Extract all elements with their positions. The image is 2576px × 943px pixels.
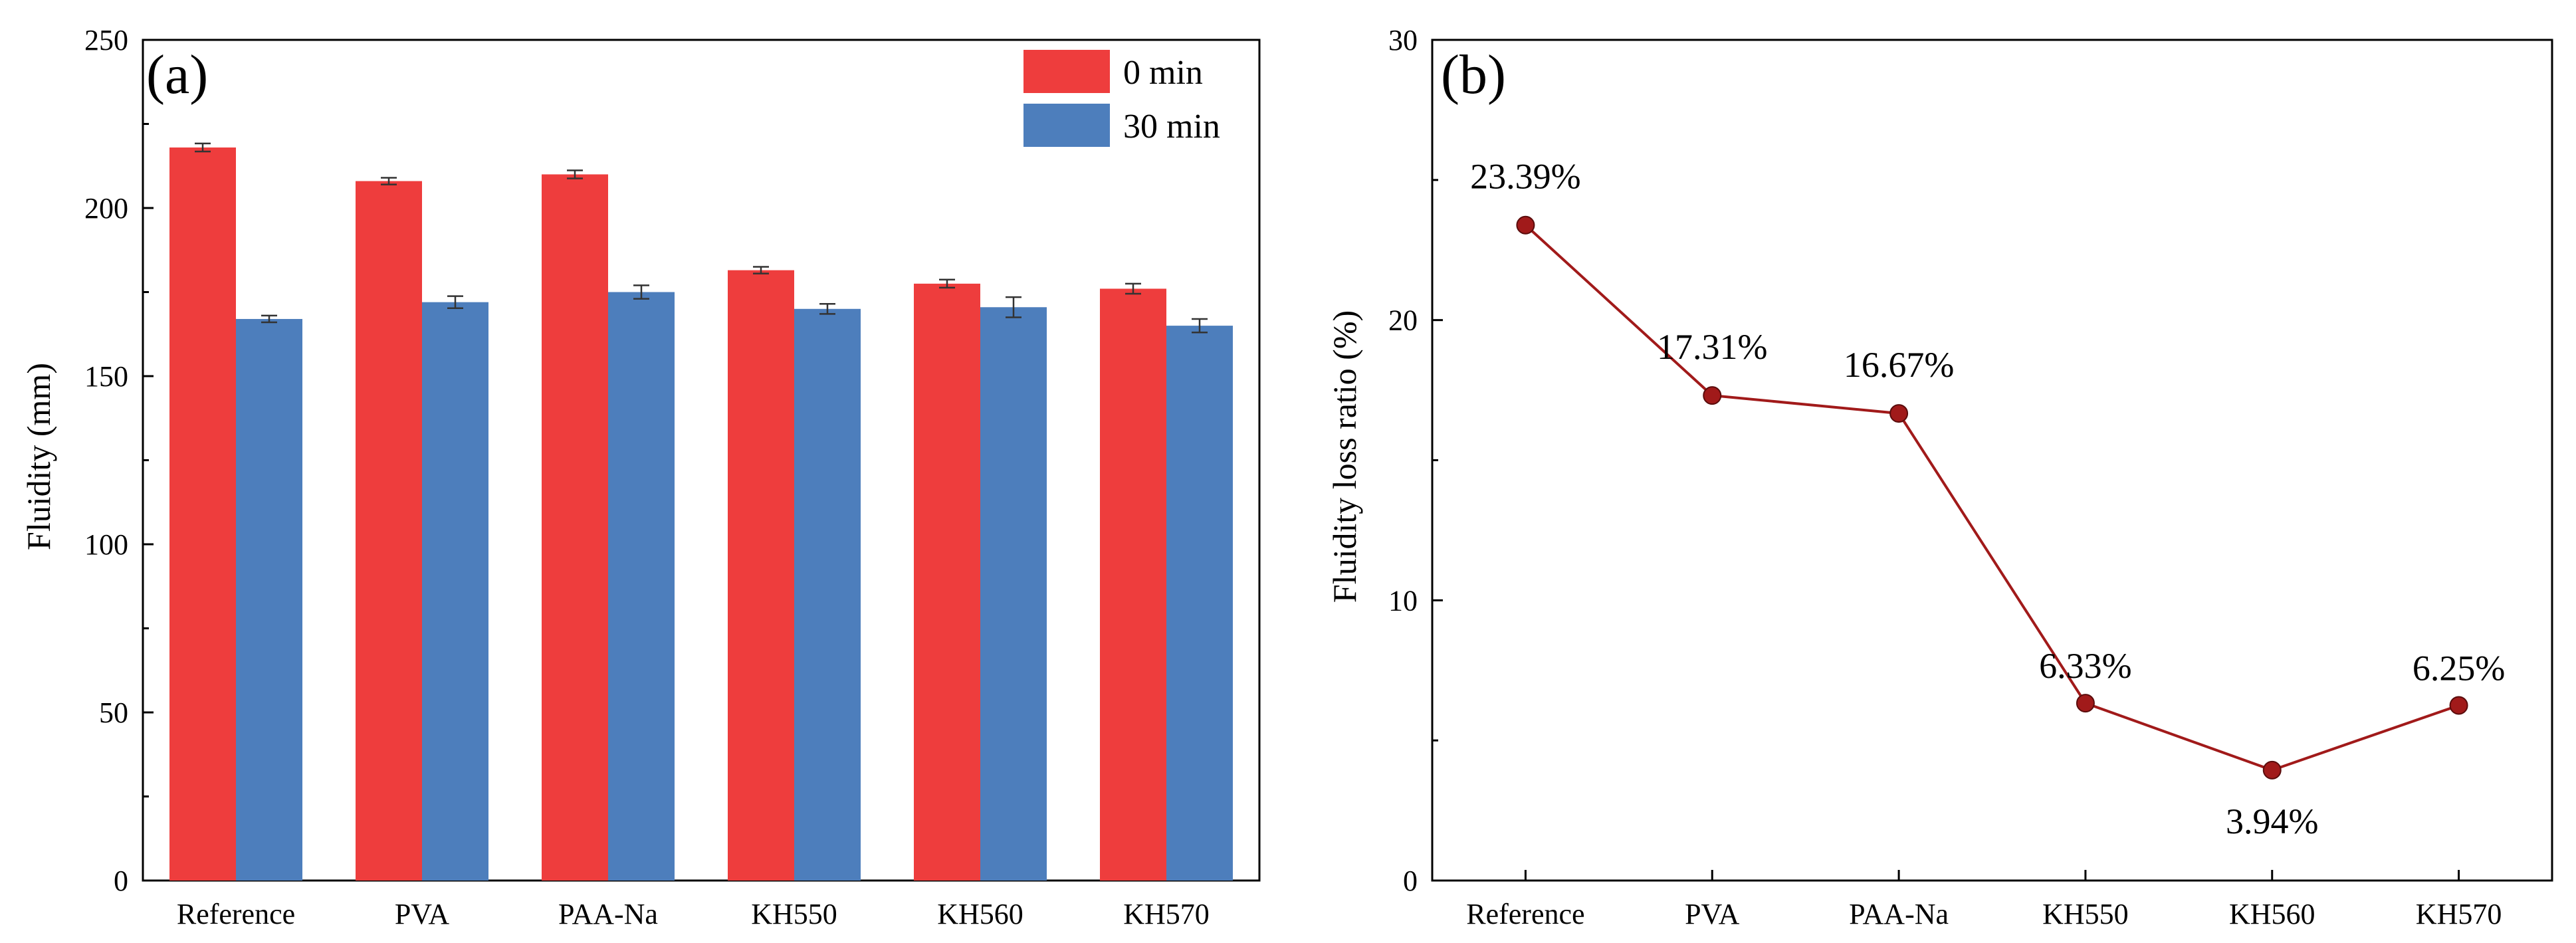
panel-b-y-tick-label: 20 bbox=[1388, 304, 1418, 337]
bar-0-min-reference bbox=[169, 147, 236, 881]
panel-a-legend: 0 min 30 min bbox=[1023, 50, 1220, 147]
series-line-fluidity-loss-ratio bbox=[1525, 224, 2460, 772]
panel-a-x-tick-label-pva: PVA bbox=[395, 898, 450, 930]
bar-30-min-kh550 bbox=[794, 308, 861, 881]
panel-b-x-tick-label-kh570: KH570 bbox=[2416, 898, 2502, 930]
panel-b-x-tick-label-kh560: KH560 bbox=[2229, 898, 2315, 930]
data-point-reference bbox=[1516, 215, 1535, 235]
bar-30-min-reference bbox=[236, 318, 302, 881]
bar-0-min-kh570 bbox=[1100, 288, 1166, 881]
data-point-kh550 bbox=[2076, 694, 2095, 713]
bar-0-min-kh560 bbox=[914, 283, 980, 881]
panel-b-y-axis-title: Fluidity loss ratio (%) bbox=[1326, 310, 1363, 603]
panel-b-fluidity-loss-line-chart: (b) Fluidity loss ratio (%) 0 10 20 30 Refer… bbox=[1326, 24, 2553, 930]
panel-a-x-tick-label-kh560: KH560 bbox=[937, 898, 1023, 930]
data-point-kh560 bbox=[2262, 760, 2282, 780]
panel-a-plot-frame bbox=[142, 39, 1261, 882]
panel-b-x-tick-label-reference: Reference bbox=[1466, 898, 1584, 930]
data-label-paa-na: 16.67% bbox=[1844, 345, 1954, 385]
data-label-kh550: 6.33% bbox=[2039, 646, 2131, 686]
panel-b-y-tick-label: 30 bbox=[1388, 24, 1418, 56]
panel-a-x-tick-label-kh570: KH570 bbox=[1123, 898, 1210, 930]
panel-a-x-tick-label-paa-na: PAA-Na bbox=[558, 898, 658, 930]
panel-b-y-tick-label: 0 bbox=[1403, 865, 1418, 897]
legend-swatch-0-min bbox=[1023, 50, 1110, 93]
data-point-kh570 bbox=[2449, 696, 2468, 715]
panel-a-y-tick-label: 200 bbox=[84, 192, 128, 225]
bar-30-min-pva bbox=[422, 302, 488, 881]
data-point-paa-na bbox=[1889, 404, 1909, 423]
panel-a-x-tick-label-reference: Reference bbox=[177, 898, 295, 930]
panel-b-x-tick-label-kh550: KH550 bbox=[2042, 898, 2129, 930]
panel-a-y-tick-label: 150 bbox=[84, 360, 128, 393]
panel-a-fluidity-bar-chart: (a) Fluidity (mm) 0 min 30 min 0 50 100 150… bbox=[20, 24, 1261, 930]
legend-swatch-30-min bbox=[1023, 104, 1110, 147]
panel-a-y-tick-label: 250 bbox=[84, 24, 128, 56]
bar-30-min-paa-na bbox=[608, 292, 675, 881]
data-label-pva: 17.31% bbox=[1657, 327, 1767, 367]
bar-30-min-kh560 bbox=[980, 307, 1047, 881]
panel-a-y-axis-title: Fluidity (mm) bbox=[20, 363, 57, 550]
bar-0-min-paa-na bbox=[542, 174, 608, 881]
panel-b-y-tick-label: 10 bbox=[1388, 584, 1418, 617]
data-label-kh570: 6.25% bbox=[2413, 648, 2505, 688]
panel-b-x-tick-label-pva: PVA bbox=[1685, 898, 1740, 930]
bar-30-min-kh570 bbox=[1166, 326, 1233, 881]
panel-b-x-tick-label-paa-na: PAA-Na bbox=[1849, 898, 1949, 930]
panel-a-label: (a) bbox=[146, 44, 208, 106]
data-label-reference: 23.39% bbox=[1470, 157, 1580, 197]
data-label-kh560: 3.94% bbox=[2226, 801, 2318, 841]
data-point-pva bbox=[1703, 386, 1722, 405]
legend-label-0-min: 0 min bbox=[1123, 54, 1203, 92]
bar-0-min-kh550 bbox=[728, 270, 794, 881]
bar-0-min-pva bbox=[356, 181, 422, 881]
panel-a-y-tick-label: 50 bbox=[99, 696, 128, 729]
panel-b-plot-frame bbox=[1431, 39, 2553, 882]
legend-label-30-min: 30 min bbox=[1123, 108, 1220, 146]
panel-a-y-tick-label: 0 bbox=[114, 865, 128, 897]
panel-a-y-tick-label: 100 bbox=[84, 528, 128, 561]
panel-b-label: (b) bbox=[1441, 44, 1506, 106]
panel-a-x-tick-label-kh550: KH550 bbox=[751, 898, 837, 930]
